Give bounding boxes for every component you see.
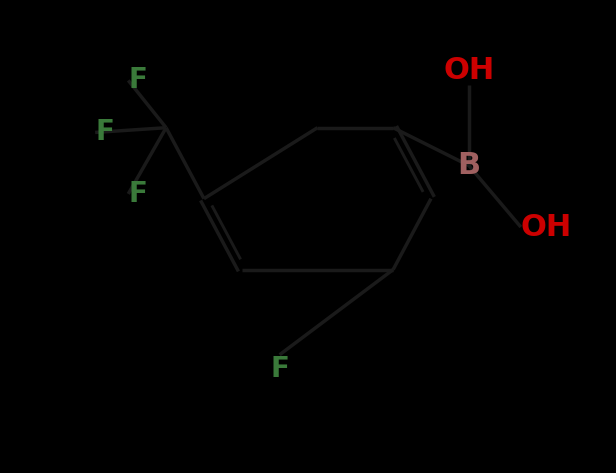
- Text: F: F: [128, 180, 147, 208]
- Text: B: B: [457, 151, 480, 180]
- Text: OH: OH: [443, 56, 495, 85]
- Text: F: F: [95, 118, 114, 147]
- Text: F: F: [128, 66, 147, 95]
- Text: OH: OH: [521, 212, 572, 242]
- Text: F: F: [270, 355, 289, 383]
